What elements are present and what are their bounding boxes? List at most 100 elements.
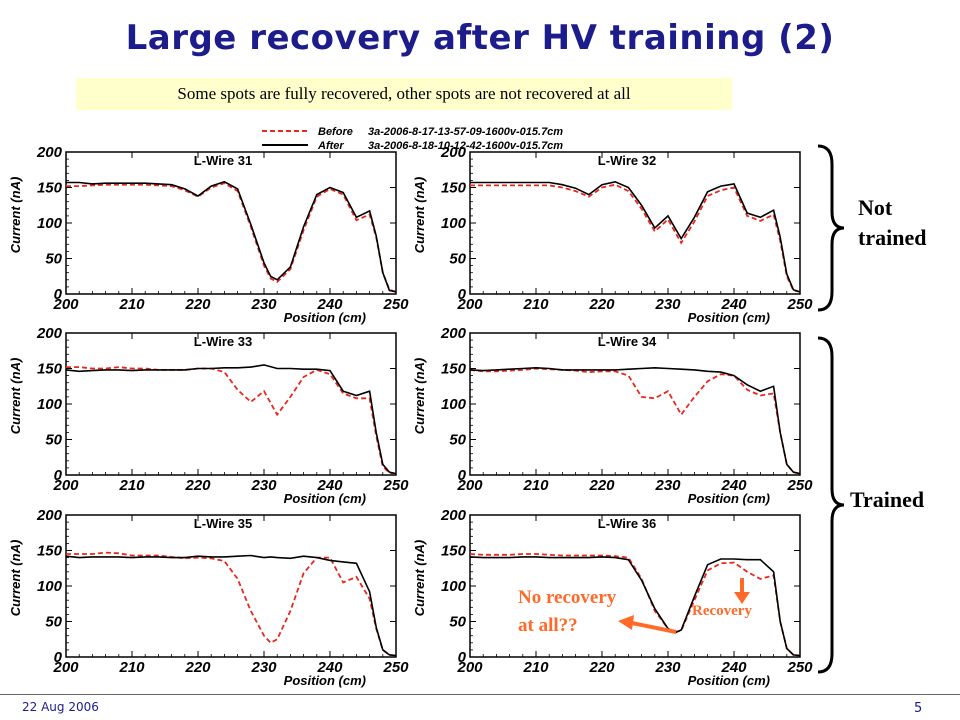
legend-name-before: Before — [318, 126, 353, 138]
y-tick-label: 200 — [36, 325, 63, 342]
y-tick-label: 150 — [441, 180, 467, 197]
no-recovery-arrow-shaft — [631, 621, 677, 634]
legend-name-after: After — [317, 140, 344, 152]
y-tick-label: 50 — [449, 432, 466, 449]
x-axis-label: Position (cm) — [688, 310, 770, 325]
y-tick-label: 0 — [54, 467, 63, 484]
panel-1: 200 210 220 230 240 250 0 50 100 150 200 Position (… — [8, 144, 409, 325]
not-trained-label: Not trained — [858, 193, 926, 253]
y-tick-label: 100 — [37, 578, 63, 595]
plot-frame — [469, 151, 801, 295]
x-tick-label: 210 — [118, 659, 145, 676]
not-trained-label-line1: Not — [858, 195, 893, 220]
y-tick-label: 100 — [441, 578, 467, 595]
panel-title: L-Wire 31 — [194, 153, 252, 168]
no-recovery-note: No recovery at all?? — [518, 584, 616, 640]
x-axis-label: Position (cm) — [688, 491, 770, 506]
y-tick-label: 50 — [45, 251, 62, 268]
plot-frame — [469, 332, 801, 476]
y-tick-label: 0 — [54, 286, 63, 303]
y-tick-label: 50 — [449, 251, 466, 268]
panel-title: L-Wire 33 — [194, 334, 252, 349]
chart-legend: Before 3a-2006-8-17-13-57-09-1600v-015.7c… — [262, 126, 563, 152]
footer-divider — [0, 694, 960, 695]
x-tick-label: 230 — [250, 659, 277, 676]
y-tick-label: 100 — [37, 396, 63, 413]
y-tick-label: 0 — [458, 649, 467, 666]
x-tick-label: 210 — [522, 659, 549, 676]
x-tick-label: 220 — [184, 296, 211, 313]
x-tick-label: 240 — [316, 296, 343, 313]
panel-3: 200 210 220 230 240 250 0 50 100 150 200 Position (… — [8, 325, 409, 506]
x-tick-label: 250 — [786, 477, 813, 494]
x-tick-label: 200 — [456, 659, 483, 676]
panel-6: 200 210 220 230 240 250 0 50 100 150 200 Position (… — [412, 507, 813, 688]
panel-title: L-Wire 34 — [598, 334, 657, 349]
not-trained-label-line2: trained — [858, 225, 927, 250]
series-line-after — [469, 556, 801, 657]
x-axis-label: Position (cm) — [284, 491, 366, 506]
plot-frame — [65, 151, 397, 295]
x-tick-label: 210 — [118, 296, 145, 313]
x-tick-label: 220 — [588, 296, 615, 313]
y-tick-label: 200 — [36, 507, 63, 524]
series-line-after — [470, 180, 801, 293]
no-recovery-arrowhead — [618, 615, 634, 630]
panel-title: L-Wire 32 — [598, 153, 656, 168]
y-tick-label: 0 — [54, 649, 63, 666]
series-line-before — [66, 366, 397, 475]
x-axis-label: Position (cm) — [284, 310, 366, 325]
page-number: 5 — [914, 701, 923, 716]
y-tick-label: 50 — [449, 614, 466, 631]
legend-run-after: 3a-2006-8-18-10-12-42-1600v-015.7cm — [368, 140, 563, 152]
brace-trained — [817, 336, 845, 674]
x-axis-label: Position (cm) — [284, 673, 366, 688]
x-tick-label: 250 — [786, 659, 813, 676]
y-tick-label: 150 — [441, 543, 467, 560]
series-line-before — [469, 367, 801, 475]
x-tick-label: 240 — [316, 659, 343, 676]
x-axis-label: Position (cm) — [688, 673, 770, 688]
x-tick-label: 220 — [184, 659, 211, 676]
y-tick-label: 100 — [37, 215, 63, 232]
recovery-arrowhead — [734, 592, 750, 604]
series-line-before — [469, 553, 801, 657]
x-tick-label: 210 — [118, 477, 145, 494]
page-title: Large recovery after HV training (2) — [125, 18, 835, 58]
y-tick-label: 50 — [45, 432, 62, 449]
y-axis-label: Current (nA) — [412, 358, 427, 435]
y-tick-label: 50 — [45, 614, 62, 631]
panel-5: 200 210 220 230 240 250 0 50 100 150 200 Position (… — [8, 507, 409, 688]
panel-title: L-Wire 35 — [194, 516, 252, 531]
no-recovery-line2: at all?? — [518, 615, 578, 636]
x-tick-label: 200 — [52, 296, 79, 313]
y-tick-label: 100 — [441, 215, 467, 232]
x-tick-label: 220 — [588, 477, 615, 494]
y-axis-label: Current (nA) — [8, 177, 23, 254]
x-tick-label: 250 — [382, 296, 409, 313]
trained-label: Trained — [850, 487, 925, 512]
x-tick-label: 210 — [522, 296, 549, 313]
x-tick-label: 200 — [52, 477, 79, 494]
plot-frame — [65, 332, 397, 476]
no-recovery-line1: No recovery — [518, 587, 617, 608]
x-tick-label: 250 — [382, 477, 409, 494]
y-axis-label: Current (nA) — [412, 540, 427, 617]
x-tick-label: 240 — [316, 477, 343, 494]
subtitle-banner: Some spots are fully recovered, other sp… — [76, 78, 732, 110]
x-tick-label: 220 — [588, 659, 615, 676]
x-tick-label: 200 — [52, 659, 79, 676]
y-tick-label: 200 — [440, 325, 467, 342]
panel-4: 200 210 220 230 240 250 0 50 100 150 200 Position (… — [412, 325, 813, 506]
x-tick-label: 230 — [654, 296, 681, 313]
series-line-before — [66, 551, 397, 657]
y-axis-label: Current (nA) — [8, 540, 23, 617]
y-tick-label: 200 — [440, 507, 467, 524]
y-axis-label: Current (nA) — [8, 358, 23, 435]
recovery-note: Recovery — [692, 603, 752, 619]
x-tick-label: 200 — [456, 477, 483, 494]
x-tick-label: 230 — [654, 659, 681, 676]
x-tick-label: 250 — [382, 659, 409, 676]
y-axis-label: Current (nA) — [412, 177, 427, 254]
